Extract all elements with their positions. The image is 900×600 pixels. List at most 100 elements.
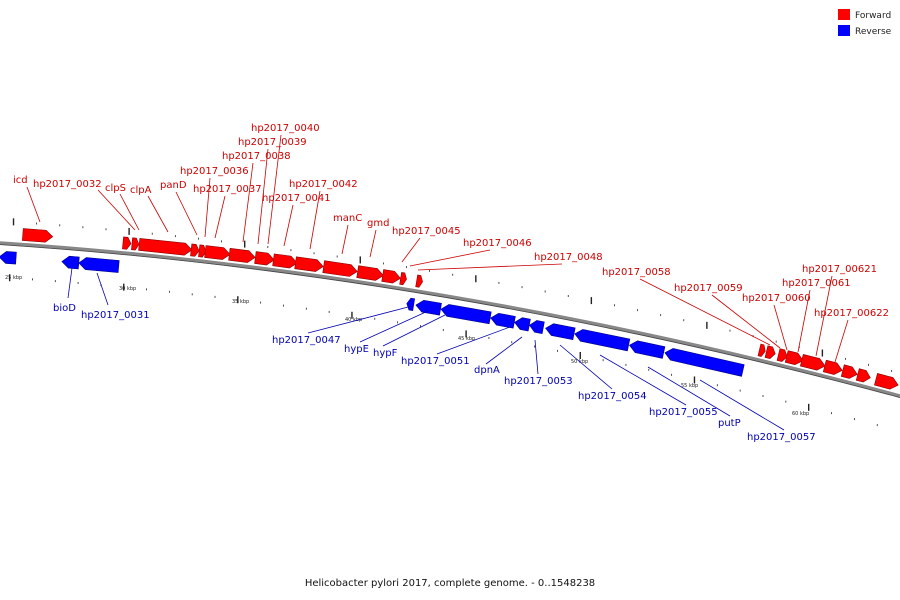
forward-leader-line <box>257 148 269 245</box>
forward-gene-arrow[interactable] <box>822 359 843 376</box>
reverse-leader-line <box>382 314 446 347</box>
forward-gene-arrow[interactable] <box>855 368 872 384</box>
reverse-leader-line <box>699 379 785 431</box>
label-leader-lines <box>26 134 849 431</box>
forward-leader-line <box>401 237 421 263</box>
gene-label-hp2017-0060[interactable]: hp2017_0060 <box>742 293 811 304</box>
gene-label-clps[interactable]: clpS <box>105 183 126 194</box>
gene-label-hp2017-0037[interactable]: hp2017_0037 <box>193 184 262 195</box>
forward-gene-arrow[interactable] <box>799 354 826 371</box>
gene-label-hp2017-0038[interactable]: hp2017_0038 <box>222 151 291 162</box>
gene-label-hp2017-0046[interactable]: hp2017_0046 <box>463 238 532 249</box>
forward-gene-arrow[interactable] <box>874 373 899 391</box>
gene-label-hp2017-0036[interactable]: hp2017_0036 <box>180 166 249 177</box>
reverse-gene-arrow[interactable] <box>490 312 516 329</box>
forward-gene-arrow[interactable] <box>131 237 140 251</box>
forward-gene-arrow[interactable] <box>190 243 200 257</box>
forward-gene-arrow[interactable] <box>254 251 275 266</box>
forward-gene-arrow[interactable] <box>204 245 231 261</box>
forward-gene-arrow[interactable] <box>415 274 424 288</box>
forward-gene-arrow[interactable] <box>294 256 324 273</box>
gene-label-manc[interactable]: manC <box>333 213 362 224</box>
forward-gene-arrow[interactable] <box>272 253 298 269</box>
forward-gene-arrow[interactable] <box>22 228 54 243</box>
forward-gene-arrow[interactable] <box>138 238 193 256</box>
gene-label-hp2017-0054[interactable]: hp2017_0054 <box>578 391 647 402</box>
gene-label-hp2017-00621[interactable]: hp2017_00621 <box>802 264 877 275</box>
legend-swatch-forward <box>838 9 850 20</box>
gene-label-hp2017-0040[interactable]: hp2017_0040 <box>251 123 320 134</box>
forward-leader-line <box>639 278 771 346</box>
forward-leader-line <box>147 195 169 233</box>
reverse-genes <box>0 251 745 377</box>
gene-label-hp2017-0057[interactable]: hp2017_0057 <box>747 432 816 443</box>
tick-label-35: 35 kbp <box>232 299 249 305</box>
forward-leader-line <box>267 134 282 245</box>
gene-label-biod[interactable]: bioD <box>53 303 76 314</box>
reverse-gene-arrow[interactable] <box>513 316 531 332</box>
forward-gene-arrow[interactable] <box>228 248 256 263</box>
gene-label-hp2017-0061[interactable]: hp2017_0061 <box>782 278 851 289</box>
forward-gene-arrow[interactable] <box>122 236 132 250</box>
forward-gene-arrow[interactable] <box>322 260 358 278</box>
reverse-gene-arrow[interactable] <box>61 255 80 270</box>
gene-label-hp2017-0032[interactable]: hp2017_0032 <box>33 179 102 190</box>
gene-label-hp2017-0053[interactable]: hp2017_0053 <box>504 376 573 387</box>
forward-leader-line <box>242 162 254 243</box>
forward-gene-arrow[interactable] <box>198 244 207 258</box>
forward-gene-arrow[interactable] <box>399 272 408 286</box>
reverse-gene-arrow[interactable] <box>574 328 631 352</box>
reverse-gene-arrow[interactable] <box>664 347 745 377</box>
reverse-gene-arrow[interactable] <box>0 251 17 265</box>
forward-gene-arrow[interactable] <box>784 350 804 367</box>
tick-label-25: 25 kbp <box>5 275 22 281</box>
forward-gene-arrow[interactable] <box>764 345 777 360</box>
legend-swatch-reverse <box>838 25 850 36</box>
gene-label-hp2017-0055[interactable]: hp2017_0055 <box>649 407 718 418</box>
gene-label-hp2017-0048[interactable]: hp2017_0048 <box>534 252 603 263</box>
reverse-leader-line <box>534 339 539 375</box>
forward-leader-line <box>711 294 781 349</box>
gene-label-dpna[interactable]: dpnA <box>474 365 500 376</box>
reverse-gene-arrow[interactable] <box>78 257 120 273</box>
gene-label-putp[interactable]: putP <box>718 418 741 429</box>
forward-gene-arrow[interactable] <box>356 265 385 282</box>
forward-gene-arrow[interactable] <box>776 348 789 363</box>
reverse-gene-arrow[interactable] <box>440 303 492 325</box>
gene-label-hype[interactable]: hypE <box>344 344 369 355</box>
forward-leader-line <box>369 229 377 258</box>
forward-leader-line <box>283 204 294 247</box>
forward-leader-line <box>309 190 321 250</box>
gene-label-hp2017-0031[interactable]: hp2017_0031 <box>81 310 150 321</box>
gene-label-hp2017-00622[interactable]: hp2017_00622 <box>814 308 889 319</box>
reverse-leader-line <box>307 305 413 334</box>
gene-label-hp2017-0051[interactable]: hp2017_0051 <box>401 356 470 367</box>
forward-leader-line <box>341 224 349 255</box>
gene-label-gmd[interactable]: gmd <box>367 218 389 229</box>
gene-label-hp2017-0042[interactable]: hp2017_0042 <box>289 179 358 190</box>
gene-label-icd[interactable]: icd <box>13 175 28 186</box>
reverse-gene-arrow[interactable] <box>544 322 576 341</box>
reverse-leader-line <box>436 326 511 355</box>
reverse-gene-arrow[interactable] <box>628 339 666 359</box>
gene-label-hp2017-0045[interactable]: hp2017_0045 <box>392 226 461 237</box>
forward-leader-line <box>797 289 811 353</box>
gene-label-hp2017-0058[interactable]: hp2017_0058 <box>602 267 671 278</box>
gene-label-hypf[interactable]: hypF <box>373 348 398 359</box>
gene-label-hp2017-0059[interactable]: hp2017_0059 <box>674 283 743 294</box>
forward-gene-arrow[interactable] <box>840 364 859 380</box>
reverse-leader-line <box>647 366 731 417</box>
gene-label-pand[interactable]: panD <box>160 180 187 191</box>
reverse-leader-line <box>559 344 613 390</box>
gene-label-hp2017-0041[interactable]: hp2017_0041 <box>262 193 331 204</box>
gene-label-hp2017-0047[interactable]: hp2017_0047 <box>272 335 341 346</box>
forward-genes <box>22 228 899 391</box>
reverse-gene-arrow[interactable] <box>406 297 416 311</box>
forward-gene-arrow[interactable] <box>381 269 402 285</box>
forward-gene-arrow[interactable] <box>757 343 767 357</box>
reverse-gene-arrow[interactable] <box>528 319 545 335</box>
gene-label-hp2017-0039[interactable]: hp2017_0039 <box>238 137 307 148</box>
reverse-gene-arrow[interactable] <box>415 299 442 316</box>
gene-label-clpa[interactable]: clpA <box>130 185 152 196</box>
genome-backbone <box>0 241 900 398</box>
